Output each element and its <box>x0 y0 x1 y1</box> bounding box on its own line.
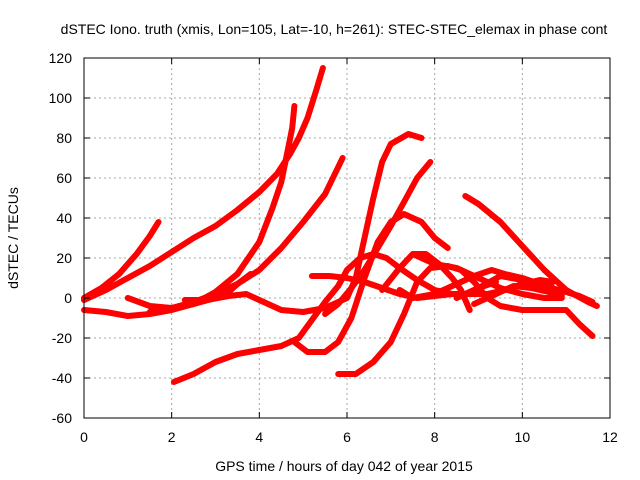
y-tick-label: 0 <box>64 290 72 306</box>
y-axis-label: dSTEC / TECUs <box>5 187 21 289</box>
y-tick-label: 20 <box>56 250 72 266</box>
y-tick-label: -60 <box>52 410 72 426</box>
x-tick-label: 8 <box>431 429 439 445</box>
x-tick-label: 6 <box>343 429 351 445</box>
y-tick-label: 100 <box>49 90 73 106</box>
x-axis-label: GPS time / hours of day 042 of year 2015 <box>215 458 473 474</box>
y-tick-label: 60 <box>56 170 72 186</box>
y-tick-label: 80 <box>56 130 72 146</box>
data-series-line <box>81 65 326 303</box>
axes-layer <box>83 57 611 419</box>
tick-labels: 0 2 4 6 8 10 12 -60 -40 -20 0 20 40 60 80 100 120 <box>49 50 618 445</box>
data-series-line <box>81 219 162 301</box>
y-tick-label: 40 <box>56 210 72 226</box>
data-series-line <box>379 251 473 313</box>
y-tick-label: -40 <box>52 370 72 386</box>
data-series-line <box>462 193 600 309</box>
grid-layer <box>84 58 610 418</box>
y-tick-label: 120 <box>49 50 73 66</box>
x-tick-label: 4 <box>255 429 263 445</box>
x-tick-label: 10 <box>515 429 531 445</box>
x-tick-label: 0 <box>80 429 88 445</box>
series-layer <box>81 65 600 385</box>
chart-title: dSTEC Iono. truth (xmis, Lon=105, Lat=-1… <box>61 21 608 37</box>
data-series-line <box>81 103 298 319</box>
data-series-line <box>146 155 346 315</box>
y-tick-label: -20 <box>52 330 72 346</box>
x-tick-label: 2 <box>168 429 176 445</box>
x-tick-label: 12 <box>602 429 618 445</box>
data-series-line <box>322 159 434 317</box>
data-series-line <box>471 283 565 307</box>
